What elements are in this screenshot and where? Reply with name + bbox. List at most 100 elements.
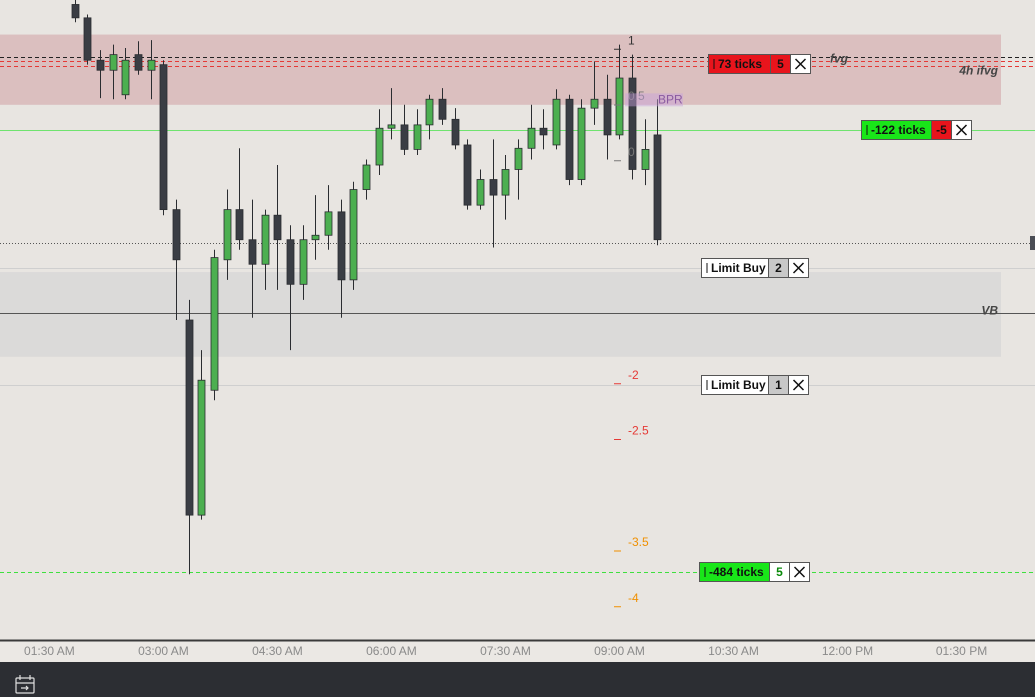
candle-body <box>552 98 561 146</box>
candle-body <box>489 179 498 196</box>
candle-body <box>311 234 320 241</box>
candle-body <box>121 59 130 96</box>
order-widget[interactable]: Limit Buy 1 <box>701 375 809 395</box>
candle-body <box>387 124 396 129</box>
candle-body <box>615 77 624 136</box>
cancel-icon <box>955 124 968 136</box>
x-tick-label: 03:00 AM <box>138 644 189 658</box>
x-tick-label: 04:30 AM <box>252 644 303 658</box>
candle-body <box>159 64 168 211</box>
order-widget[interactable]: 73 ticks 5 <box>708 54 811 74</box>
x-tick-label: 01:30 AM <box>24 644 75 658</box>
order-cancel[interactable] <box>788 258 809 278</box>
order-qty: 5 <box>776 565 783 579</box>
order-widget[interactable]: -122 ticks -5 <box>861 120 972 140</box>
candle-body <box>527 127 536 149</box>
order-label: -122 ticks <box>871 123 926 137</box>
candle-body <box>273 214 282 241</box>
candle-body <box>147 59 156 71</box>
candle-body <box>96 59 105 71</box>
x-tick-label: 12:00 PM <box>822 644 873 658</box>
candle-body <box>172 209 181 261</box>
zone <box>0 272 1001 357</box>
candle-body <box>438 98 447 120</box>
candle-body <box>565 98 574 180</box>
order-label: Limit Buy <box>711 261 766 275</box>
cancel-icon <box>792 379 805 391</box>
fib-label: -4 <box>628 591 639 605</box>
candle-body <box>83 17 92 61</box>
plot-layer: fvg 4h ifvg VB 1 0.5 0 -2 -2.5 -3.5 -4 BPR <box>0 0 1035 608</box>
x-tick-label: 07:30 AM <box>480 644 531 658</box>
line-label: VB <box>981 304 998 318</box>
order-cancel[interactable] <box>790 54 811 74</box>
fib-label: -2 <box>628 368 639 382</box>
candle-body <box>653 134 662 241</box>
fib-label: -3.5 <box>628 535 649 549</box>
time-axis <box>0 640 1035 662</box>
line-label: 4h ifvg <box>958 64 998 78</box>
bpr-box <box>625 93 683 107</box>
candle-body <box>109 54 118 71</box>
cancel-icon <box>792 262 805 274</box>
candle-body <box>451 118 460 146</box>
x-tick-label: 09:00 AM <box>594 644 645 658</box>
fib-label: -2.5 <box>628 424 649 438</box>
candle-body <box>590 98 599 109</box>
cancel-icon <box>794 58 807 70</box>
candle-body <box>185 319 194 516</box>
order-widget[interactable]: Limit Buy 2 <box>701 258 809 278</box>
bottom-toolbar <box>0 662 1035 697</box>
x-tick-label: 06:00 AM <box>366 644 417 658</box>
candle-body <box>197 379 206 516</box>
fib-label: 0.5 <box>628 89 645 103</box>
order-qty: -5 <box>936 123 947 137</box>
candle-body <box>324 211 333 236</box>
candle-body <box>286 239 295 285</box>
candle-body <box>413 124 422 150</box>
order-qty: 5 <box>777 57 784 71</box>
candle-body <box>641 149 650 170</box>
candle-body <box>299 239 308 285</box>
candle-body <box>337 211 346 281</box>
candle-body <box>400 124 409 150</box>
order-label: -484 ticks <box>709 565 764 579</box>
candle-body <box>134 54 143 71</box>
order-qty: 2 <box>775 261 782 275</box>
candle-body <box>463 144 472 206</box>
candle-body <box>375 127 384 166</box>
candle-body <box>210 257 219 391</box>
fib-label: 1 <box>628 33 635 47</box>
calendar-button[interactable] <box>15 675 35 694</box>
price-marker <box>1030 236 1035 250</box>
candle-body <box>628 77 637 170</box>
candle-body <box>261 214 270 265</box>
candle-body <box>577 107 586 180</box>
x-tick-label: 01:30 PM <box>936 644 987 658</box>
candle-body <box>349 189 358 281</box>
line-label: fvg <box>830 52 849 66</box>
order-cancel[interactable] <box>788 375 809 395</box>
cancel-icon <box>793 566 806 578</box>
candle-body <box>71 4 80 19</box>
order-label: 73 ticks <box>718 57 762 71</box>
candle-body <box>476 179 485 206</box>
candle-body <box>539 127 548 136</box>
candle-body <box>223 209 232 261</box>
x-tick-label: 10:30 AM <box>708 644 759 658</box>
order-cancel[interactable] <box>951 120 972 140</box>
order-qty: 1 <box>775 378 782 392</box>
candle-body <box>362 164 371 190</box>
candle-body <box>603 98 612 136</box>
candle-body <box>501 169 510 196</box>
order-cancel[interactable] <box>789 562 810 582</box>
candle-body <box>248 239 257 265</box>
bpr-label: BPR <box>658 93 683 107</box>
order-widget[interactable]: -484 ticks 5 <box>699 562 810 582</box>
fib-label: 0 <box>628 145 635 159</box>
candle-body <box>514 147 523 170</box>
candle-body <box>235 209 244 241</box>
candle-body <box>425 98 434 126</box>
